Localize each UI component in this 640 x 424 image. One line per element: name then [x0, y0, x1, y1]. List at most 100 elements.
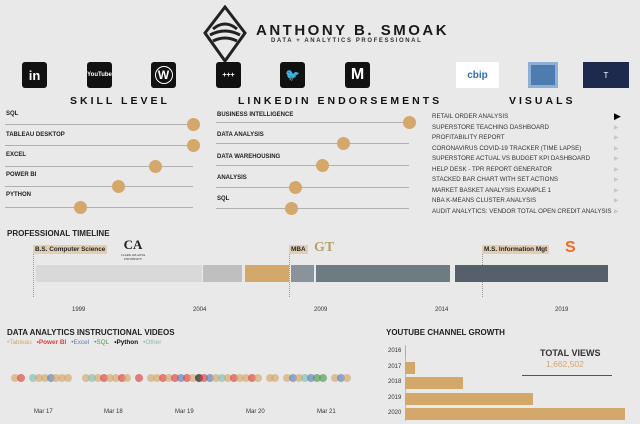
- play-arrow-icon[interactable]: ▶: [614, 198, 619, 204]
- video-dot[interactable]: [230, 374, 239, 382]
- month-tick: Mar 21: [317, 409, 336, 415]
- video-dot[interactable]: [318, 374, 327, 382]
- timeline-segment: [245, 265, 289, 282]
- play-arrow-icon[interactable]: ▶: [614, 145, 619, 152]
- video-dot[interactable]: [46, 374, 55, 382]
- tagline: DATA + ANALYTICS PROFESSIONAL: [271, 38, 423, 44]
- video-dot[interactable]: [301, 374, 310, 382]
- visuals-title: VISUALS: [509, 95, 576, 107]
- video-dot[interactable]: [247, 374, 256, 382]
- video-dot[interactable]: [82, 374, 91, 382]
- video-dot[interactable]: [253, 374, 262, 382]
- visual-link[interactable]: AUDIT ANALYTICS: VENDOR TOTAL OPEN CREDI…: [432, 207, 612, 215]
- video-dot[interactable]: [206, 374, 215, 382]
- medium-icon[interactable]: M: [345, 62, 370, 88]
- video-dot[interactable]: [241, 374, 250, 382]
- play-arrow-icon[interactable]: ▶: [614, 156, 619, 162]
- play-arrow-icon[interactable]: ▶: [614, 187, 619, 194]
- video-dot[interactable]: [105, 374, 114, 382]
- year-label: 2020: [388, 410, 402, 417]
- video-dot[interactable]: [295, 374, 304, 382]
- divider: [522, 375, 612, 376]
- video-dot[interactable]: [283, 374, 292, 382]
- video-dot[interactable]: [330, 374, 339, 382]
- play-arrow-icon[interactable]: ▶: [614, 208, 619, 215]
- twitter-icon[interactable]: 🐦: [280, 62, 305, 88]
- logo-icon: [203, 5, 247, 63]
- play-arrow-icon[interactable]: ▶: [614, 177, 619, 183]
- video-dot[interactable]: [28, 374, 37, 382]
- video-dot[interactable]: [235, 374, 244, 382]
- linkedin-icon[interactable]: in: [22, 62, 47, 88]
- clark-atlanta-logo: CA CLARK ATLANTA UNIVERSITY: [120, 237, 146, 261]
- youtube-growth-title: YOUTUBE CHANNEL GROWTH: [386, 328, 505, 337]
- video-dot[interactable]: [87, 374, 96, 382]
- video-dot[interactable]: [289, 374, 298, 382]
- endorsement-level-marker: [337, 137, 351, 150]
- video-dot[interactable]: [117, 374, 126, 382]
- video-dot[interactable]: [170, 374, 179, 382]
- play-arrow-icon[interactable]: ▶: [614, 166, 619, 173]
- video-dot[interactable]: [40, 374, 49, 382]
- video-dot[interactable]: [265, 374, 274, 382]
- skill-track: [5, 207, 193, 208]
- play-arrow-icon[interactable]: ▶: [614, 135, 619, 141]
- year-tick: 2019: [555, 307, 569, 313]
- visual-link[interactable]: STACKED BAR CHART WITH SET ACTIONS: [432, 176, 559, 183]
- play-arrow-icon[interactable]: ▶: [614, 124, 619, 131]
- georgia-tech-logo: GT: [314, 240, 335, 255]
- video-dot[interactable]: [200, 374, 209, 382]
- video-dot[interactable]: [212, 374, 221, 382]
- video-dot[interactable]: [111, 374, 120, 382]
- legend-item: •Tableau: [7, 339, 32, 346]
- visual-link[interactable]: NBA K-MEANS CLUSTER ANALYSIS: [432, 197, 537, 204]
- video-dot[interactable]: [176, 374, 185, 382]
- play-arrow-icon[interactable]: ▶: [614, 111, 621, 121]
- visual-link[interactable]: MARKET BASKET ANALYSIS EXAMPLE 1: [432, 186, 551, 194]
- video-dot[interactable]: [34, 374, 43, 382]
- visual-link[interactable]: SUPERSTORE TEACHING DASHBOARD: [432, 123, 550, 131]
- university-badge[interactable]: T: [583, 62, 629, 88]
- video-dot[interactable]: [271, 374, 280, 382]
- cbip-badge[interactable]: cbip: [456, 62, 499, 88]
- skill-label: EXCEL: [6, 152, 27, 158]
- video-dot[interactable]: [16, 374, 25, 382]
- visual-link[interactable]: HELP DESK - TPR REPORT GENERATOR: [432, 165, 552, 173]
- video-dot[interactable]: [194, 374, 203, 382]
- video-dot[interactable]: [58, 374, 67, 382]
- video-dot[interactable]: [93, 374, 102, 382]
- video-dot[interactable]: [342, 374, 351, 382]
- video-dot[interactable]: [336, 374, 345, 382]
- video-dot[interactable]: [218, 374, 227, 382]
- video-dot[interactable]: [52, 374, 61, 382]
- timeline-title: PROFESSIONAL TIMELINE: [7, 229, 110, 238]
- video-dot[interactable]: [11, 374, 19, 382]
- visual-link[interactable]: PROFITABILITY REPORT: [432, 134, 505, 141]
- video-dot[interactable]: [307, 374, 315, 382]
- video-dot[interactable]: [312, 374, 321, 382]
- skill-label: SQL: [6, 111, 19, 117]
- video-dot[interactable]: [224, 374, 233, 382]
- skill-label: PYTHON: [6, 192, 32, 198]
- video-dot[interactable]: [153, 374, 162, 382]
- visual-link[interactable]: CORONAVIRUS COVID-19 TRACKER (TIME LAPSE…: [432, 144, 582, 152]
- video-dot[interactable]: [164, 374, 173, 382]
- endorsements-title: LINKEDIN ENDORSEMENTS: [238, 95, 443, 107]
- video-dot[interactable]: [159, 374, 167, 382]
- tableau-icon[interactable]: +++: [216, 62, 241, 88]
- visual-link[interactable]: RETAIL ORDER ANALYSIS: [432, 113, 509, 120]
- video-dot[interactable]: [123, 374, 132, 382]
- video-dot[interactable]: [182, 374, 191, 382]
- timeline-segment: [203, 265, 242, 282]
- visual-link[interactable]: SUPERSTORE ACTUAL VS BUDGET KPI DASHBOAR…: [432, 155, 591, 162]
- video-dot[interactable]: [135, 374, 144, 382]
- certification-badge[interactable]: [528, 62, 558, 88]
- youtube-icon[interactable]: YouTube: [87, 62, 112, 88]
- video-dot[interactable]: [188, 374, 197, 382]
- video-dot[interactable]: [147, 374, 156, 382]
- video-dot[interactable]: [64, 374, 73, 382]
- video-dot[interactable]: [99, 374, 108, 382]
- endorsement-track: [216, 187, 409, 188]
- wordpress-icon[interactable]: W: [151, 62, 176, 88]
- skill-level-marker: [74, 201, 88, 214]
